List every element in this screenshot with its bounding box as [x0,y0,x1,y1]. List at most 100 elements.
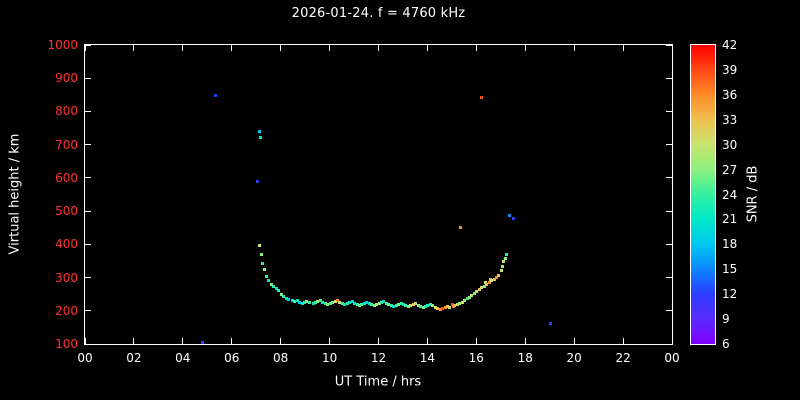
data-point [431,304,435,308]
y-tick-label: 100 [55,337,78,351]
x-tick-label: 04 [175,351,191,365]
data-point [399,301,403,305]
data-point [448,305,452,309]
data-point [262,268,266,272]
data-point [345,302,349,306]
y-tick-label: 700 [55,137,78,152]
y-axis-tick [85,177,91,179]
data-point [367,301,371,305]
colorbar-tick-label: 21 [722,212,738,227]
data-point [213,93,217,97]
data-point [355,302,359,306]
y-axis-tick [85,243,91,245]
data-point [414,302,418,306]
x-axis-tick [426,45,428,51]
data-point [316,300,320,304]
y-axis-tick [666,210,672,212]
data-point [450,302,454,306]
x-tick-label: 00 [664,351,680,365]
y-axis-tick [666,44,672,46]
data-point [321,300,325,304]
data-point [277,289,281,293]
x-axis-tick [671,338,673,344]
x-tick-label: 18 [517,351,533,365]
data-point [426,303,430,307]
data-point [397,302,401,306]
data-point [305,299,309,303]
data-point [548,322,552,326]
data-point [458,301,462,305]
x-axis-tick [622,45,624,51]
x-axis-tick [524,338,526,344]
data-point [382,300,386,304]
y-axis-tick [666,177,672,179]
data-point [258,244,262,247]
data-point [463,298,467,302]
data-point [460,300,464,304]
data-point [468,295,471,299]
data-point [494,275,498,279]
x-axis-tick [475,45,477,51]
data-point [492,277,496,281]
data-point [331,300,334,304]
x-axis-tick [84,45,86,51]
data-point [402,303,405,307]
x-axis-label: UT Time / hrs [334,374,422,390]
y-axis-tick [666,77,672,79]
x-tick-label: 22 [615,351,631,365]
data-point [360,302,364,306]
data-point [470,293,474,297]
data-point [372,304,376,308]
data-point [475,289,479,293]
y-tick-label: 400 [55,237,78,252]
colorbar-tick-label: 30 [722,137,738,152]
y-axis-label: Virtual height / km [7,133,23,255]
data-point [375,303,379,307]
x-axis-tick [133,338,135,344]
data-point [340,302,344,306]
chart-title: 2026-01-24. f = 4760 kHz [291,6,466,21]
data-point [379,301,383,305]
colorbar-tick-label: 18 [722,237,738,252]
x-axis-tick [329,338,331,344]
data-point [323,301,327,305]
data-point [406,305,410,309]
data-point [409,304,413,308]
y-axis-tick [85,77,91,79]
data-point [483,280,487,284]
x-axis-tick [378,338,379,344]
data-point [497,273,501,277]
data-point [477,287,481,291]
y-tick-label: 300 [55,270,78,285]
data-point [259,136,263,140]
data-point [508,214,512,218]
colorbar-tick-label: 42 [722,38,738,52]
data-point [490,279,493,283]
colorbar-tick-label: 12 [722,287,738,302]
data-point [338,300,342,304]
data-point [392,304,396,308]
x-tick-label: 14 [419,351,436,365]
colorbar-tick-label: 36 [722,87,738,102]
data-point [300,301,304,305]
data-point [284,296,288,300]
data-point [389,303,393,307]
data-point [501,264,504,268]
data-point [387,302,391,306]
data-point [311,302,315,306]
y-tick-label: 900 [55,71,78,86]
y-axis-tick [85,343,91,345]
data-point [424,304,427,308]
data-point [411,303,415,307]
y-tick-label: 500 [55,204,78,219]
x-axis-tick [573,45,575,51]
x-axis-tick [280,45,282,51]
x-axis-tick [573,338,575,344]
y-tick-labels: 100 200 300 400 500 600 700 800 900 1000 [30,38,78,351]
data-point [433,305,437,309]
x-tick-labels: 00 02 04 06 08 10 12 14 16 18 20 22 00 [77,351,679,367]
data-point [480,95,484,99]
x-tick-label: 16 [468,351,484,365]
x-axis-tick [329,45,331,51]
